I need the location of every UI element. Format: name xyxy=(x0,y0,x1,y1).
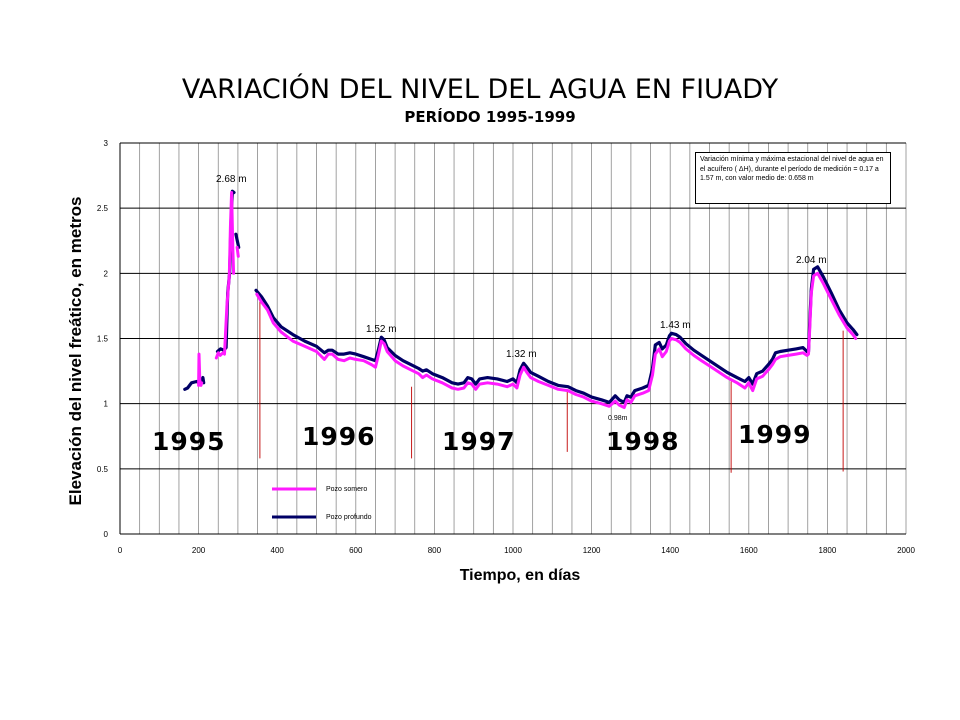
series-lines xyxy=(183,189,859,410)
x-tick-label: 1000 xyxy=(504,546,522,555)
series-line-pozo-somero xyxy=(214,191,236,360)
min-label-0-98: 0.98m xyxy=(608,415,628,422)
series-line-pozo-somero xyxy=(235,245,240,258)
x-tick-label: 1600 xyxy=(740,546,758,555)
y-tick-label: 0.5 xyxy=(97,465,109,474)
x-axis-label: Tiempo, en días xyxy=(459,567,581,584)
year-separators xyxy=(259,299,844,473)
chart-subtitle: PERÍODO 1995-1999 xyxy=(404,108,576,126)
grid-lines xyxy=(119,142,907,535)
x-tick-label: 0 xyxy=(118,546,123,555)
peak-label-1-43: 1.43 m xyxy=(660,320,691,331)
y-tick-label: 2 xyxy=(104,269,109,278)
series-line-pozo-somero xyxy=(255,271,858,410)
year-label-1996: 1996 xyxy=(302,422,376,451)
legend-label-pozo-profundo: Pozo profundo xyxy=(326,514,372,521)
x-tick-label: 2000 xyxy=(897,546,915,555)
year-label-1995: 1995 xyxy=(152,427,226,456)
series-line-pozo-somero xyxy=(197,352,204,387)
y-tick-label: 3 xyxy=(104,139,109,148)
x-tick-label: 800 xyxy=(428,546,442,555)
x-tick-label: 1800 xyxy=(819,546,837,555)
chart-title: VARIACIÓN DEL NIVEL DEL AGUA EN FIUADY xyxy=(181,74,779,105)
x-tick-label: 1400 xyxy=(661,546,679,555)
annotation-box: Variación mínima y máxima estacional del… xyxy=(695,152,891,204)
y-tick-label: 0 xyxy=(104,530,109,539)
y-tick-label: 1 xyxy=(104,400,109,409)
peak-label-2-68: 2.68 m xyxy=(216,174,247,185)
x-tick-label: 400 xyxy=(271,546,285,555)
legend-label-pozo-somero: Pozo somero xyxy=(326,486,368,493)
peak-label-1-52: 1.52 m xyxy=(366,324,397,335)
year-label-1997: 1997 xyxy=(442,427,516,456)
x-tick-label: 200 xyxy=(192,546,206,555)
x-tick-label: 1200 xyxy=(583,546,601,555)
series-line-pozo-profundo xyxy=(254,265,859,404)
year-label-1998: 1998 xyxy=(606,427,680,456)
legend xyxy=(272,487,316,519)
axes: 0 200 400 600 800 1000 1200 1400 1600 1800 2000 0 0.… xyxy=(97,139,916,555)
peak-label-1-32: 1.32 m xyxy=(506,349,537,360)
y-tick-label: 2.5 xyxy=(97,204,109,213)
year-label-1999: 1999 xyxy=(738,420,812,449)
series-line-pozo-profundo xyxy=(234,232,241,249)
peak-label-2-04: 2.04 m xyxy=(796,255,827,266)
x-tick-label: 600 xyxy=(349,546,363,555)
y-tick-label: 1.5 xyxy=(97,335,109,344)
